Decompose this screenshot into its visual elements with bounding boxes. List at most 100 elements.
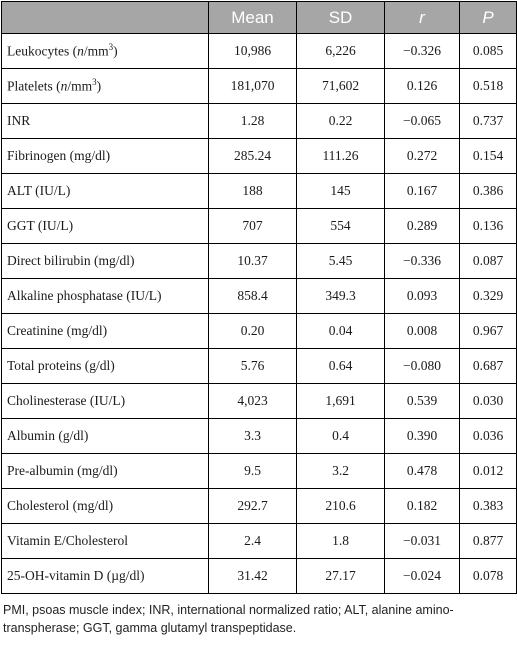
table-row: Cholesterol (mg/dl) 292.7 210.6 0.182 0.383 bbox=[1, 488, 517, 524]
cell-mean: 292.7 bbox=[208, 488, 297, 524]
cell-sd: 0.22 bbox=[296, 103, 385, 139]
cell-mean: 4,023 bbox=[208, 383, 297, 419]
cell-p: 0.383 bbox=[459, 488, 517, 524]
cell-r: −0.031 bbox=[384, 523, 460, 559]
row-label: Alkaline phosphatase (IU/L) bbox=[1, 278, 209, 314]
row-label-end: ) bbox=[96, 78, 102, 94]
table-row: Vitamin E/Cholesterol 2.4 1.8 −0.031 0.877 bbox=[1, 523, 517, 559]
cell-sd: 145 bbox=[296, 173, 385, 209]
cell-p: 0.687 bbox=[459, 348, 517, 384]
row-label: Creatinine (mg/dl) bbox=[1, 313, 209, 349]
cell-p: 0.087 bbox=[459, 243, 517, 279]
cell-p: 0.036 bbox=[459, 418, 517, 454]
cell-mean: 1.28 bbox=[208, 103, 297, 139]
cell-r: 0.272 bbox=[384, 138, 460, 174]
table-row: ALT (IU/L) 188 145 0.167 0.386 bbox=[1, 173, 517, 209]
table-row: Fibrinogen (mg/dl) 285.24 111.26 0.272 0.154 bbox=[1, 138, 517, 174]
cell-r: 0.539 bbox=[384, 383, 460, 419]
cell-r: 0.126 bbox=[384, 68, 460, 104]
table-row: Direct bilirubin (mg/dl) 10.37 5.45 −0.336 0… bbox=[1, 243, 517, 279]
cell-mean: 10,986 bbox=[208, 33, 297, 69]
header-r: r bbox=[384, 1, 460, 34]
table-row: Pre-albumin (mg/dl) 9.5 3.2 0.478 0.012 bbox=[1, 453, 517, 489]
row-label-pre: Platelets ( bbox=[7, 78, 61, 94]
cell-r: 0.093 bbox=[384, 278, 460, 314]
cell-sd: 0.04 bbox=[296, 313, 385, 349]
cell-mean: 5.76 bbox=[208, 348, 297, 384]
cell-p: 0.967 bbox=[459, 313, 517, 349]
cell-r: 0.289 bbox=[384, 208, 460, 244]
cell-sd: 27.17 bbox=[296, 558, 385, 594]
row-label: INR bbox=[1, 103, 209, 139]
table-row: GGT (IU/L) 707 554 0.289 0.136 bbox=[1, 208, 517, 244]
cell-mean: 0.20 bbox=[208, 313, 297, 349]
cell-sd: 1,691 bbox=[296, 383, 385, 419]
table-row: INR 1.28 0.22 −0.065 0.737 bbox=[1, 103, 517, 139]
table-row: Creatinine (mg/dl) 0.20 0.04 0.008 0.967 bbox=[1, 313, 517, 349]
cell-mean: 181,070 bbox=[208, 68, 297, 104]
table-container: Mean SD r P Leukocytes (n/mm 3) 10,986 6,22… bbox=[1, 1, 517, 637]
cell-sd: 3.2 bbox=[296, 453, 385, 489]
row-label: Direct bilirubin (mg/dl) bbox=[1, 243, 209, 279]
row-label: Albumin (g/dl) bbox=[1, 418, 209, 454]
cell-sd: 554 bbox=[296, 208, 385, 244]
cell-mean: 10.37 bbox=[208, 243, 297, 279]
header-p: P bbox=[459, 1, 517, 34]
cell-mean: 285.24 bbox=[208, 138, 297, 174]
cell-p: 0.386 bbox=[459, 173, 517, 209]
cell-r: 0.167 bbox=[384, 173, 460, 209]
cell-r: −0.065 bbox=[384, 103, 460, 139]
row-label: Cholinesterase (IU/L) bbox=[1, 383, 209, 419]
cell-sd: 1.8 bbox=[296, 523, 385, 559]
cell-r: −0.326 bbox=[384, 33, 460, 69]
table-row: Platelets (n/mm3) 181,070 71,602 0.126 0.518 bbox=[1, 68, 517, 104]
table-footnote: PMI, psoas muscle index; INR, internatio… bbox=[3, 603, 454, 635]
cell-r: −0.024 bbox=[384, 558, 460, 594]
cell-sd: 0.64 bbox=[296, 348, 385, 384]
row-label: Vitamin E/Cholesterol bbox=[1, 523, 209, 559]
cell-sd: 210.6 bbox=[296, 488, 385, 524]
cell-p: 0.154 bbox=[459, 138, 517, 174]
row-label: Fibrinogen (mg/dl) bbox=[1, 138, 209, 174]
data-table: Mean SD r P Leukocytes (n/mm 3) 10,986 6,22… bbox=[1, 1, 517, 594]
cell-r: 0.478 bbox=[384, 453, 460, 489]
cell-mean: 31.42 bbox=[208, 558, 297, 594]
row-label-unit: n bbox=[77, 43, 84, 59]
row-label-sup: 3 bbox=[92, 77, 97, 88]
cell-r: 0.390 bbox=[384, 418, 460, 454]
cell-p: 0.078 bbox=[459, 558, 517, 594]
cell-p: 0.518 bbox=[459, 68, 517, 104]
cell-r: 0.182 bbox=[384, 488, 460, 524]
row-label-post: /mm bbox=[83, 43, 109, 59]
cell-p: 0.012 bbox=[459, 453, 517, 489]
row-label: 25-OH-vitamin D (µg/dl) bbox=[1, 558, 209, 594]
cell-r: −0.080 bbox=[384, 348, 460, 384]
row-label: GGT (IU/L) bbox=[1, 208, 209, 244]
table-body: Leukocytes (n/mm 3) 10,986 6,226 −0.326 0.085… bbox=[1, 33, 517, 594]
cell-r: −0.336 bbox=[384, 243, 460, 279]
table-row: Albumin (g/dl) 3.3 0.4 0.390 0.036 bbox=[1, 418, 517, 454]
cell-sd: 6,226 bbox=[296, 33, 385, 69]
cell-p: 0.329 bbox=[459, 278, 517, 314]
cell-p: 0.136 bbox=[459, 208, 517, 244]
header-sd: SD bbox=[296, 1, 385, 34]
cell-p: 0.877 bbox=[459, 523, 517, 559]
cell-p: 0.737 bbox=[459, 103, 517, 139]
table-row: Leukocytes (n/mm3) 10,986 6,226 −0.326 0.085 bbox=[1, 33, 517, 69]
row-label: Pre-albumin (mg/dl) bbox=[1, 453, 209, 489]
header-blank bbox=[1, 1, 209, 34]
row-label-pre: Leukocytes ( bbox=[7, 43, 78, 59]
cell-sd: 71,602 bbox=[296, 68, 385, 104]
header-mean: Mean bbox=[208, 1, 297, 34]
row-label: ALT (IU/L) bbox=[1, 173, 209, 209]
cell-mean: 858.4 bbox=[208, 278, 297, 314]
cell-p: 0.030 bbox=[459, 383, 517, 419]
table-row: Total proteins (g/dl) 5.76 0.64 −0.080 0.687 bbox=[1, 348, 517, 384]
table-row: Cholinesterase (IU/L) 4,023 1,691 0.539 0.03… bbox=[1, 383, 517, 419]
header-row: Mean SD r P bbox=[1, 1, 517, 34]
row-label-end: ) bbox=[113, 43, 118, 59]
cell-p: 0.085 bbox=[459, 33, 517, 69]
cell-mean: 3.3 bbox=[208, 418, 297, 454]
cell-mean: 707 bbox=[208, 208, 297, 244]
cell-mean: 2.4 bbox=[208, 523, 297, 559]
